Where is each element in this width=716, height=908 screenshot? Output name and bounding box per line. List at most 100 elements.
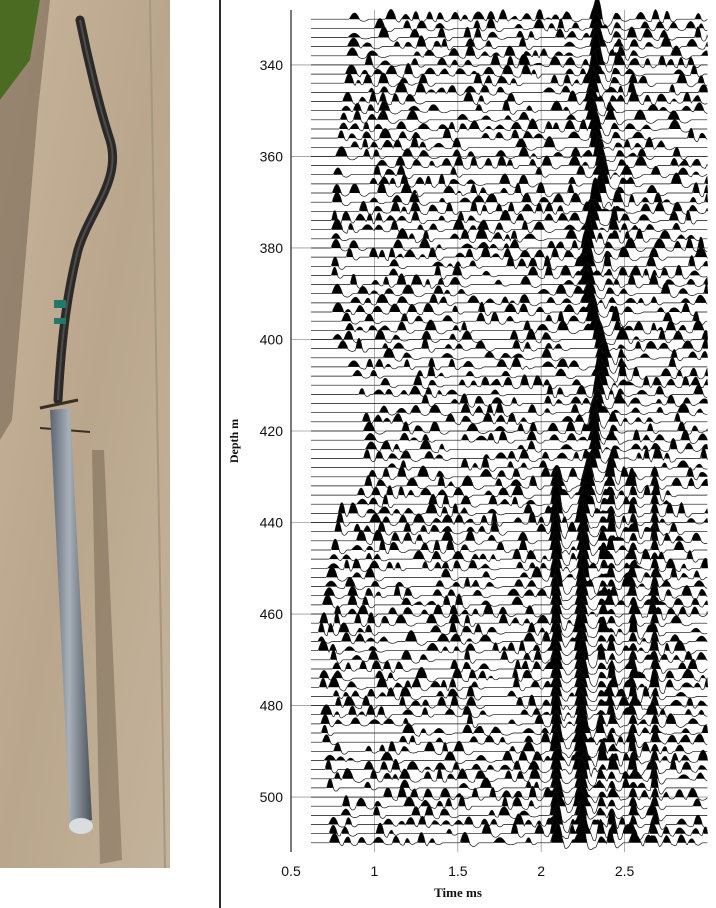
trace-fill [326, 564, 706, 587]
grass [0, 0, 40, 100]
trace-fill [323, 589, 708, 605]
trace-fill [339, 496, 708, 514]
logging-tool-photo [0, 0, 170, 868]
y-tick-labels: 340 360 380 400 420 440 460 480 500 [260, 57, 284, 805]
trace-line [311, 499, 708, 530]
trace-fill [370, 168, 708, 184]
trace-line [311, 452, 708, 474]
trace-line [311, 564, 708, 595]
trace-line [311, 318, 708, 346]
trace-line [311, 791, 708, 823]
trace-line [311, 298, 708, 318]
trace-line [311, 122, 708, 144]
trace-line [311, 496, 708, 521]
trace-line [311, 51, 708, 83]
trace-fill [365, 462, 708, 486]
trace-line [311, 612, 708, 640]
trace-fill [330, 821, 696, 843]
trace-line [311, 704, 708, 732]
trace-line [311, 552, 708, 573]
trace-line [311, 87, 708, 109]
y-tick-label: 340 [260, 57, 284, 73]
wiggle-traces [311, 0, 708, 851]
trace-fill [327, 769, 659, 788]
trace-line [311, 65, 708, 91]
y-tick-label: 360 [260, 148, 284, 164]
trace-line [311, 623, 708, 648]
trace-line [311, 48, 708, 73]
trace-fill [329, 799, 703, 825]
trace-fill [388, 452, 704, 468]
trace-line [311, 462, 708, 495]
trace-line [311, 155, 708, 180]
trace-line [311, 627, 708, 657]
trace-line [311, 691, 708, 722]
trace-fill [375, 13, 705, 29]
trace-line [311, 268, 708, 292]
trace-fill [330, 818, 708, 834]
trace-fill [330, 540, 694, 560]
trace-line [311, 553, 708, 583]
trace-line [311, 423, 708, 454]
trace-line [311, 745, 708, 767]
y-tick-label: 420 [260, 423, 284, 439]
trace-fill [377, 141, 708, 166]
x-tick-label: 2.5 [615, 863, 635, 879]
trace-fill [381, 370, 708, 386]
trace-fill [319, 612, 702, 633]
trace-fill [324, 575, 707, 596]
connector-band [54, 300, 66, 308]
trace-line [311, 129, 708, 152]
trace-line [311, 688, 708, 712]
trace-fill [332, 228, 705, 248]
trace-line [311, 12, 708, 35]
trace-fill [320, 667, 708, 688]
trace-line [311, 356, 708, 383]
trace-line [311, 798, 708, 833]
trace-line [311, 510, 708, 540]
x-tick-labels: 0.5 1 1.5 2 2.5 [281, 863, 634, 879]
trace-fill [334, 681, 687, 697]
shadow [0, 0, 50, 440]
trace-fill [334, 728, 685, 752]
trace-line [311, 478, 708, 503]
trace-fill [321, 705, 699, 724]
trace-fill [335, 758, 706, 779]
trace-line [311, 680, 708, 704]
trace-line [311, 751, 708, 778]
trace-fill [365, 48, 695, 65]
trace-line [311, 601, 708, 631]
trace-line [311, 517, 708, 550]
trace-fill [340, 111, 682, 129]
y-axis-title: Depth m [227, 419, 241, 463]
trace-fill [337, 499, 708, 523]
trace-line [311, 104, 708, 126]
trace-line [311, 262, 708, 281]
trace-fill [422, 388, 708, 404]
trace-line [311, 597, 708, 621]
trace-line [311, 817, 708, 842]
trace-line [311, 369, 708, 390]
trace-line [311, 785, 708, 814]
trace-fill [360, 199, 708, 212]
trace-line [311, 710, 708, 741]
x-tick-label: 1.5 [448, 863, 468, 879]
pavement-joint [149, 0, 166, 868]
trace-fill [332, 281, 708, 294]
trace-line [311, 347, 708, 374]
trace-line [311, 168, 708, 190]
trace-line [311, 408, 708, 440]
trace-line [311, 388, 708, 410]
trace-fill [335, 598, 708, 614]
trace-fill [347, 238, 708, 258]
trace-line [311, 0, 708, 28]
trace-fill [341, 792, 659, 816]
trace-line [311, 758, 708, 787]
panel-divider [219, 0, 221, 908]
trace-fill [343, 87, 702, 102]
trace-fill [351, 283, 707, 303]
trace-line [311, 300, 708, 328]
trace-line [311, 444, 708, 464]
trace-fill [336, 689, 708, 706]
